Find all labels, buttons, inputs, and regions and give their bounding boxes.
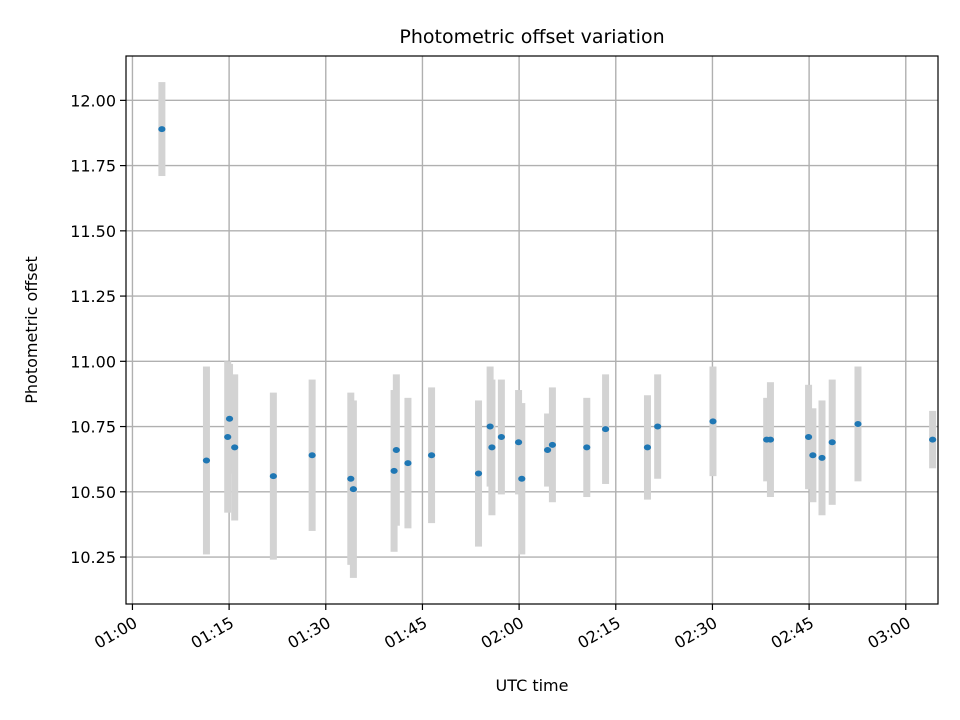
y-axis-label: Photometric offset bbox=[22, 256, 41, 404]
data-point bbox=[390, 467, 398, 474]
data-points bbox=[158, 126, 937, 493]
y-tick-label: 11.50 bbox=[70, 222, 116, 241]
data-point bbox=[231, 444, 239, 451]
y-tick-label: 10.75 bbox=[70, 418, 116, 437]
data-point bbox=[583, 444, 591, 451]
x-axis-label: UTC time bbox=[496, 676, 569, 695]
data-point bbox=[854, 420, 862, 427]
data-point bbox=[818, 454, 826, 461]
data-point bbox=[308, 452, 316, 459]
data-point bbox=[929, 436, 937, 443]
data-point bbox=[514, 439, 523, 446]
data-point bbox=[601, 426, 610, 433]
data-point bbox=[548, 441, 557, 448]
data-point bbox=[224, 433, 232, 440]
data-point bbox=[809, 452, 817, 459]
data-point bbox=[202, 457, 211, 464]
data-point bbox=[225, 415, 234, 422]
data-point bbox=[392, 447, 400, 454]
y-tick-label: 11.00 bbox=[70, 352, 116, 371]
data-point bbox=[427, 452, 436, 459]
data-point bbox=[158, 126, 166, 133]
data-point bbox=[766, 436, 775, 443]
data-point bbox=[486, 423, 494, 430]
grid bbox=[126, 56, 938, 604]
data-point bbox=[269, 473, 277, 480]
data-point bbox=[518, 475, 526, 482]
chart-title: Photometric offset variation bbox=[399, 26, 664, 48]
data-point bbox=[349, 486, 357, 493]
data-point bbox=[497, 433, 505, 440]
data-point bbox=[828, 439, 836, 446]
y-tick-label: 11.25 bbox=[70, 287, 116, 306]
data-point bbox=[347, 475, 355, 482]
data-point bbox=[804, 433, 813, 440]
data-point bbox=[404, 460, 412, 467]
data-point bbox=[474, 470, 483, 477]
y-tick-label: 10.50 bbox=[70, 483, 116, 502]
y-tick-label: 11.75 bbox=[70, 157, 116, 176]
data-point bbox=[643, 444, 652, 451]
data-point bbox=[709, 418, 717, 425]
data-point bbox=[654, 423, 662, 430]
y-tick-label: 10.25 bbox=[70, 548, 116, 567]
data-point bbox=[543, 447, 552, 454]
plot-frame bbox=[125, 55, 939, 605]
y-tick-label: 12.00 bbox=[70, 91, 116, 110]
data-point bbox=[488, 444, 496, 451]
